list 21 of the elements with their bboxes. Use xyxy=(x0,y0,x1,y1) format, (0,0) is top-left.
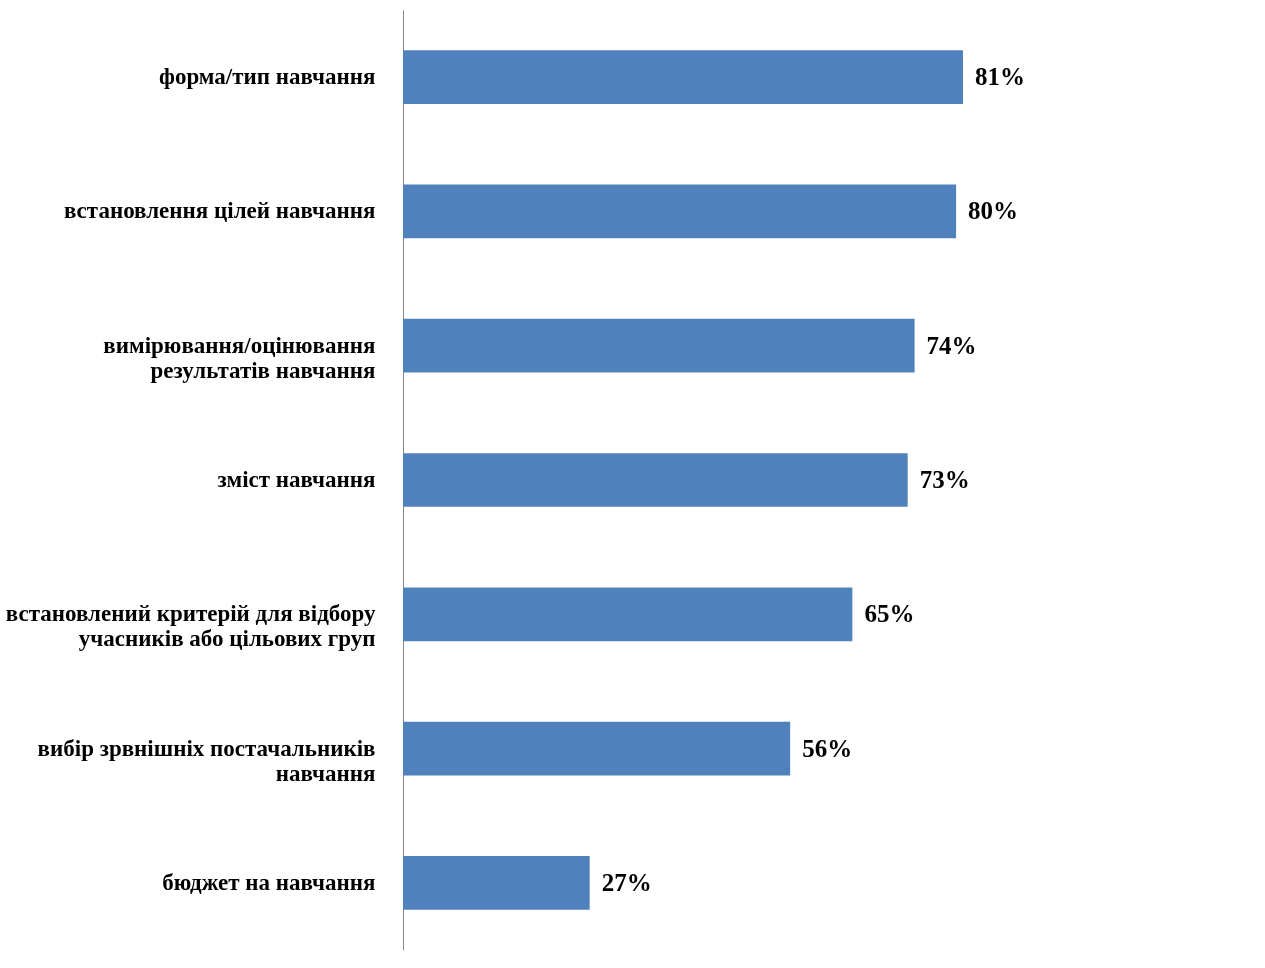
y-tick-label: встановлений критерій для відбору учасників або цільових груп xyxy=(5,601,376,652)
data-label: 80% xyxy=(968,197,1019,225)
data-label: 73% xyxy=(919,466,970,493)
data-label: 56% xyxy=(802,734,853,762)
y-tick-label: бюджет на навчання xyxy=(162,869,376,895)
bar xyxy=(403,453,908,507)
bar xyxy=(403,721,791,776)
data-label: 74% xyxy=(926,331,977,359)
y-tick-label: зміст навчання xyxy=(217,467,376,492)
y-tick-label: вимірювання/оцінювання результатів навчання xyxy=(103,332,376,383)
data-label: 65% xyxy=(864,600,915,628)
y-tick-label: встановлення цілей навчання xyxy=(63,198,376,224)
bar xyxy=(403,587,853,642)
bar xyxy=(403,50,963,104)
data-label: 27% xyxy=(601,868,652,896)
data-label: 81% xyxy=(975,63,1025,91)
y-tick-label: форма/тип навчання xyxy=(158,64,376,90)
bar xyxy=(403,318,915,373)
bar xyxy=(403,184,957,239)
y-tick-label: вибір зрвнішніх постачальників навчання xyxy=(37,735,376,786)
bar xyxy=(403,856,590,910)
